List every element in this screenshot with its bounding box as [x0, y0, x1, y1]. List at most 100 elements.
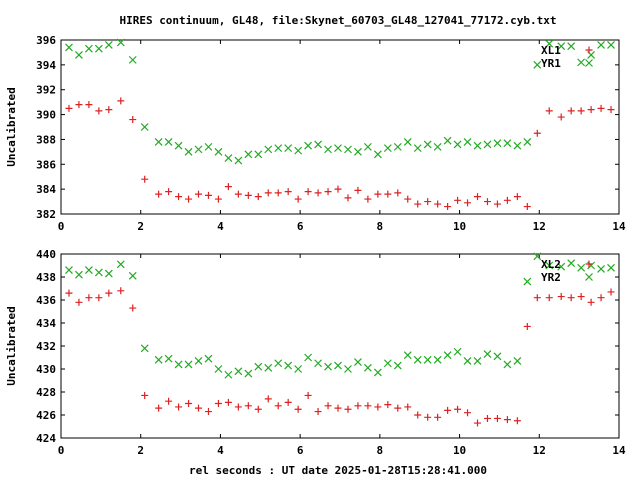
data-point	[324, 402, 332, 410]
data-point	[577, 293, 585, 301]
data-point	[443, 136, 452, 145]
x-axis-label: rel seconds : UT date 2025-01-28T15:28:4…	[189, 464, 487, 477]
data-point	[344, 194, 352, 202]
data-point	[373, 150, 382, 159]
data-point	[185, 195, 193, 203]
y-tick-label: 384	[36, 183, 56, 196]
data-point	[140, 123, 149, 131]
top-panel: 0 2 4 6 8 10 12 14 382 384 386 388 390 392 394 396 Uncal…	[5, 34, 626, 233]
data-point	[423, 355, 432, 364]
data-point	[533, 252, 542, 261]
data-point	[364, 402, 372, 410]
data-point	[587, 106, 595, 114]
data-point	[453, 347, 462, 356]
data-point	[314, 359, 323, 368]
data-point	[597, 41, 605, 49]
x-tick-label: 8	[377, 220, 384, 233]
data-point	[463, 357, 472, 365]
data-point	[523, 137, 532, 146]
data-point	[324, 362, 332, 371]
plot-frame	[60, 253, 620, 439]
data-point	[444, 406, 452, 414]
data-point	[204, 142, 213, 151]
x-tick-label: 4	[217, 220, 224, 233]
series-xl2	[65, 287, 615, 427]
data-point	[234, 367, 243, 376]
data-point	[557, 262, 566, 271]
data-point	[433, 355, 442, 364]
data-point	[344, 145, 352, 154]
y-tick-label: 424	[36, 432, 56, 445]
data-point	[184, 360, 193, 369]
data-point	[587, 298, 595, 306]
data-point	[393, 142, 402, 151]
data-point	[424, 198, 432, 206]
y-tick-label: 388	[36, 133, 56, 146]
data-point	[164, 137, 173, 146]
data-point	[174, 360, 183, 369]
data-point	[224, 183, 232, 191]
x-tick-label: 0	[58, 444, 65, 457]
series-yr2	[65, 252, 615, 379]
data-point	[503, 139, 512, 148]
data-point	[185, 400, 193, 407]
y-tick-label: 390	[36, 109, 56, 122]
data-point	[254, 150, 263, 159]
data-point	[104, 269, 113, 278]
data-point	[128, 271, 137, 280]
data-point	[503, 196, 511, 204]
y-tick-label: 386	[36, 158, 56, 171]
data-point	[493, 414, 501, 422]
y-tick-label: 428	[36, 386, 56, 399]
data-point	[284, 144, 293, 153]
data-point	[214, 365, 223, 373]
data-point	[334, 144, 342, 153]
x-tick-label: 6	[297, 220, 304, 233]
legend-marker	[585, 59, 593, 67]
data-point	[214, 400, 222, 407]
data-point	[95, 107, 103, 115]
data-point	[414, 200, 422, 208]
data-point	[274, 144, 283, 153]
data-point	[483, 140, 492, 149]
data-point	[607, 106, 615, 114]
x-tick-label: 12	[533, 220, 546, 233]
data-point	[65, 289, 73, 297]
data-point	[434, 200, 442, 208]
data-point	[75, 270, 83, 279]
data-point	[334, 185, 342, 193]
data-point	[344, 405, 352, 413]
data-point	[597, 104, 605, 112]
legend-marker	[585, 273, 593, 281]
data-point	[473, 357, 482, 365]
data-point	[383, 144, 392, 153]
y-tick-label: 432	[36, 340, 56, 353]
legend-label: YR1	[541, 57, 561, 70]
data-point	[493, 139, 502, 148]
data-point	[533, 294, 541, 302]
data-point	[284, 188, 292, 196]
y-tick-label: 396	[36, 34, 56, 47]
data-point	[75, 101, 83, 109]
data-point	[314, 408, 322, 416]
data-point	[304, 188, 312, 196]
data-point	[105, 289, 113, 297]
data-point	[557, 42, 566, 51]
data-point	[567, 42, 576, 51]
data-point	[453, 140, 462, 149]
data-point	[304, 391, 312, 399]
y-tick-label: 430	[36, 363, 56, 376]
y-tick-label: 440	[36, 248, 56, 261]
data-point	[443, 351, 452, 360]
data-point	[394, 189, 402, 197]
data-point	[473, 141, 482, 150]
legend-marker	[585, 260, 593, 268]
data-point	[175, 403, 183, 411]
data-point	[274, 189, 282, 197]
y-axis-label: Uncalibrated	[5, 87, 18, 166]
data-point	[577, 263, 586, 272]
data-point	[577, 107, 585, 115]
x-tick-label: 14	[612, 444, 626, 457]
data-point	[141, 175, 149, 183]
